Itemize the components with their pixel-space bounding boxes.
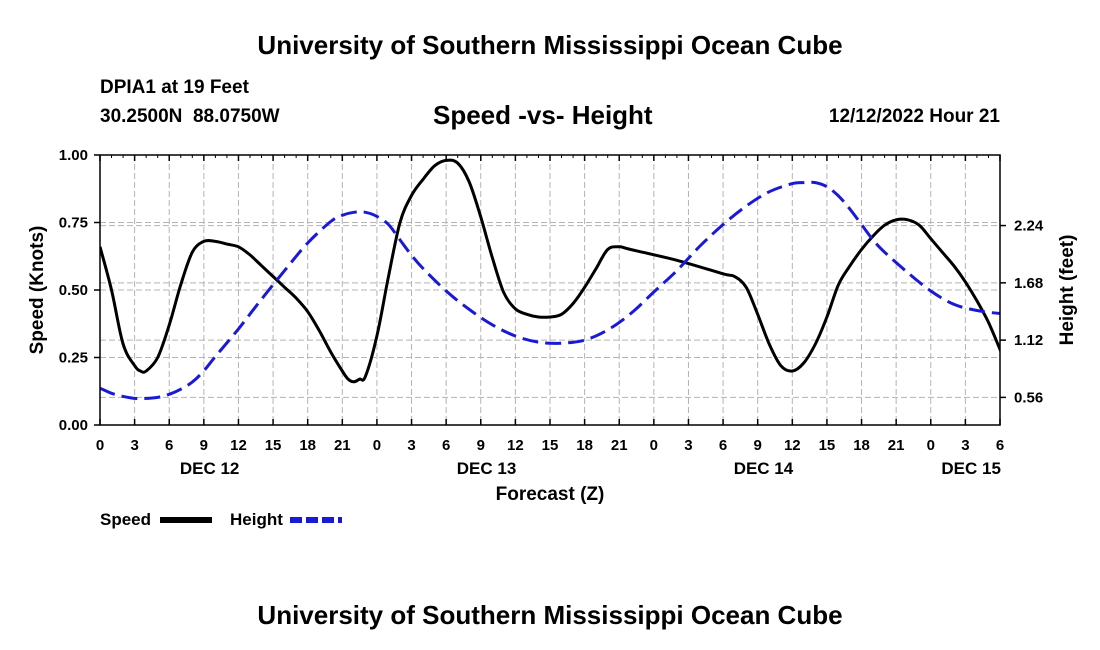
height-series-line bbox=[100, 180, 1000, 401]
chart-title: Speed -vs- Height bbox=[433, 100, 653, 130]
y-tick-label: 0.00 bbox=[59, 417, 88, 434]
axes: 0 3 6 9 12 15 18 21 0 3 6 9 12 15 18 21 0 3 6 9 12 15 18 21 0 3 6D… bbox=[59, 147, 1044, 478]
footer-title: University of Southern Mississippi Ocean… bbox=[257, 600, 843, 630]
x-tick-label: 0 bbox=[927, 437, 935, 454]
legend: Speed Height bbox=[100, 510, 342, 529]
y-tick-label: 1.00 bbox=[59, 147, 88, 164]
legend-height-label: Height bbox=[230, 510, 283, 529]
x-tick-label: 12 bbox=[784, 437, 801, 454]
x-tick-label: 6 bbox=[719, 437, 727, 454]
y-axis-label: Speed (Knots) bbox=[27, 226, 48, 355]
datetime-label: 12/12/2022 Hour 21 bbox=[828, 106, 1000, 127]
x-tick-label: 0 bbox=[96, 437, 104, 454]
main-title: University of Southern Mississippi Ocean… bbox=[257, 30, 843, 60]
y2-tick-label: 1.68 bbox=[1014, 275, 1043, 292]
x-tick-label: 18 bbox=[576, 437, 593, 454]
x-date-label: DEC 14 bbox=[734, 459, 794, 478]
series-layer bbox=[100, 158, 1000, 401]
x-tick-label: 3 bbox=[407, 437, 415, 454]
x-tick-label: 3 bbox=[130, 437, 138, 454]
x-tick-label: 12 bbox=[507, 437, 524, 454]
y-tick-label: 0.25 bbox=[59, 350, 88, 367]
x-date-label: DEC 13 bbox=[457, 459, 517, 478]
y2-axis-label: Height (feet) bbox=[1057, 235, 1078, 346]
x-axis-label: Forecast (Z) bbox=[496, 484, 605, 505]
x-tick-label: 15 bbox=[265, 437, 282, 454]
x-tick-label: 18 bbox=[853, 437, 870, 454]
x-tick-label: 6 bbox=[165, 437, 173, 454]
y-tick-label: 0.50 bbox=[59, 282, 88, 299]
x-tick-label: 0 bbox=[650, 437, 658, 454]
x-tick-label: 21 bbox=[334, 437, 351, 454]
coordinates-label: 30.2500N 88.0750W bbox=[100, 106, 280, 127]
legend-speed-label: Speed bbox=[100, 510, 151, 529]
x-tick-label: 6 bbox=[996, 437, 1004, 454]
x-date-label: DEC 15 bbox=[941, 459, 1001, 478]
speed-series-line bbox=[100, 158, 1000, 384]
x-tick-label: 12 bbox=[230, 437, 247, 454]
y2-tick-label: 1.12 bbox=[1014, 332, 1043, 349]
x-tick-label: 15 bbox=[819, 437, 836, 454]
x-tick-label: 21 bbox=[611, 437, 628, 454]
x-date-label: DEC 12 bbox=[180, 459, 240, 478]
x-tick-label: 15 bbox=[542, 437, 559, 454]
x-tick-label: 21 bbox=[888, 437, 905, 454]
y-tick-label: 0.75 bbox=[59, 215, 88, 232]
x-tick-label: 6 bbox=[442, 437, 450, 454]
x-tick-label: 3 bbox=[684, 437, 692, 454]
x-tick-label: 9 bbox=[200, 437, 208, 454]
station-label: DPIA1 at 19 Feet bbox=[100, 77, 249, 98]
x-tick-label: 9 bbox=[754, 437, 762, 454]
x-tick-label: 0 bbox=[373, 437, 381, 454]
y2-tick-label: 2.24 bbox=[1014, 218, 1044, 235]
y2-tick-label: 0.56 bbox=[1014, 389, 1043, 406]
grid bbox=[100, 155, 1000, 425]
x-tick-label: 3 bbox=[961, 437, 969, 454]
x-tick-label: 18 bbox=[299, 437, 316, 454]
x-tick-label: 9 bbox=[477, 437, 485, 454]
